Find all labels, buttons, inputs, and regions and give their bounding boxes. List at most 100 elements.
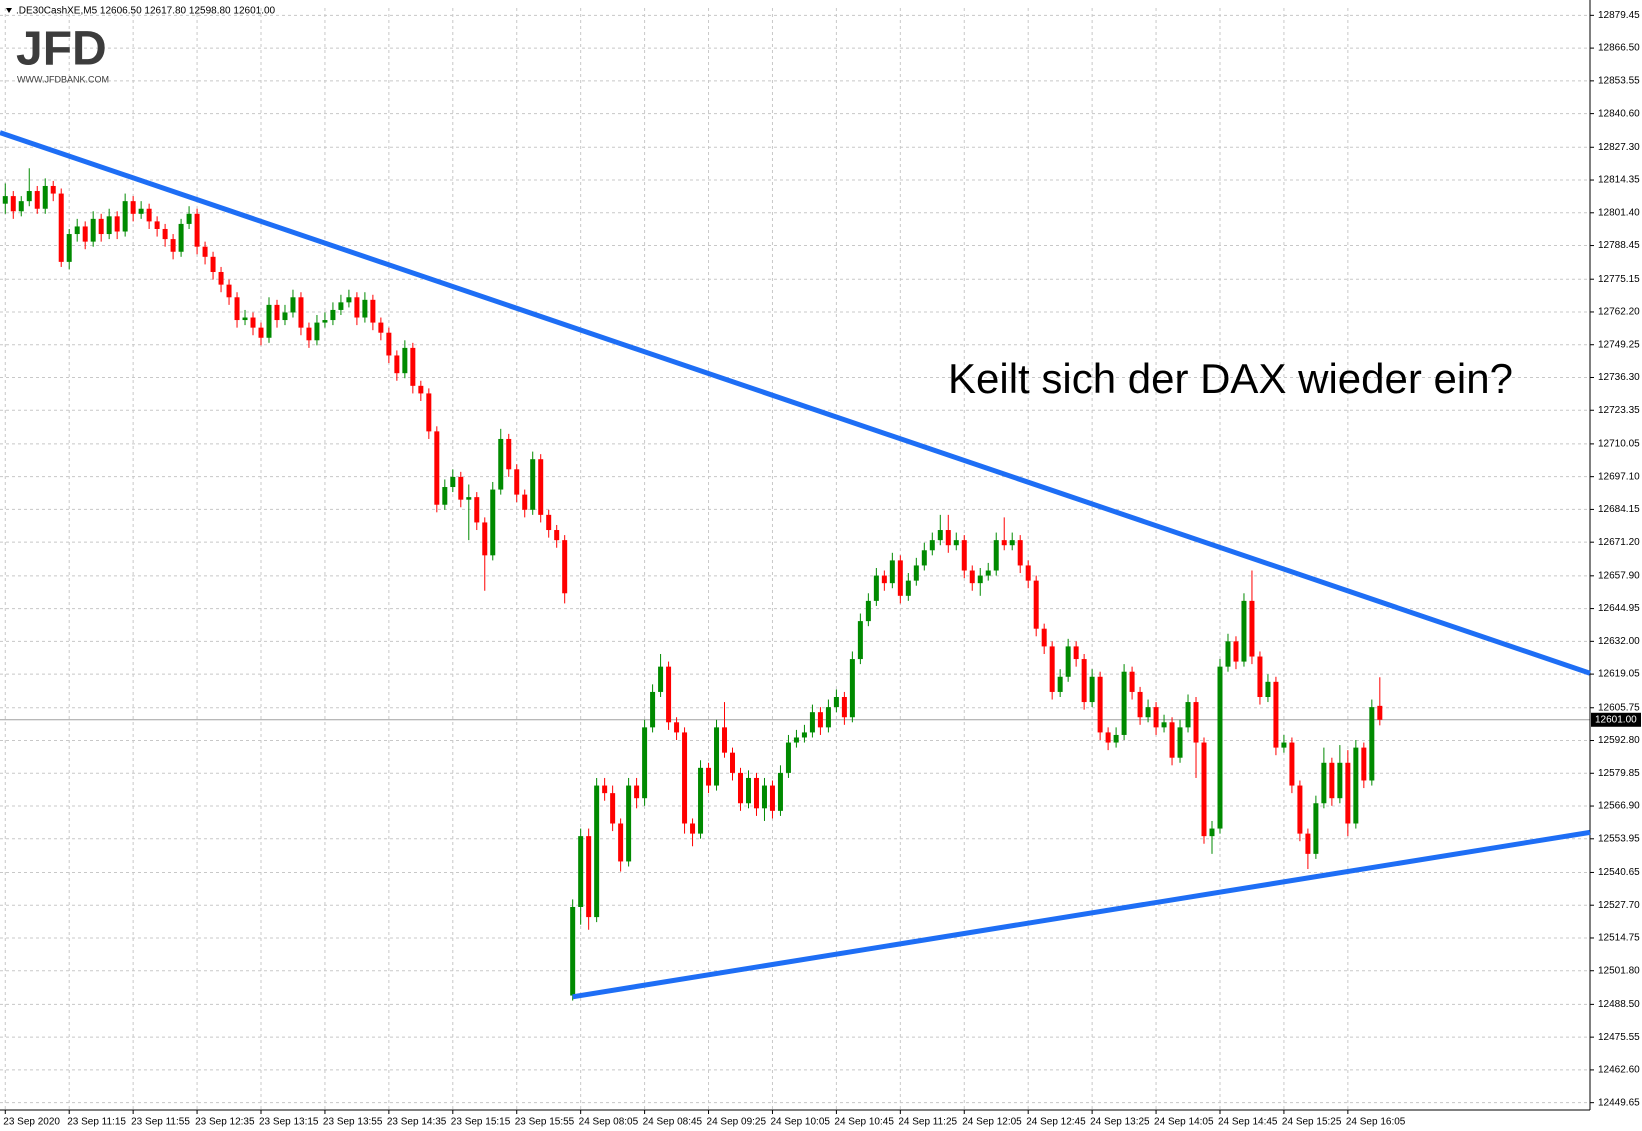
candle-body xyxy=(1273,681,1279,748)
trendline xyxy=(0,130,1591,676)
candle-body xyxy=(937,530,943,541)
candle-body xyxy=(226,284,232,298)
candle-body xyxy=(10,196,16,212)
x-tick-label: 24 Sep 14:45 xyxy=(1218,1117,1278,1128)
candle-body xyxy=(698,767,704,834)
grid xyxy=(0,8,1590,1110)
current-price-label: 12601.00 xyxy=(1595,714,1637,725)
candle-body xyxy=(362,299,368,318)
candle-body xyxy=(1289,742,1295,786)
candle-body xyxy=(130,201,136,214)
y-tick-label: 12514.75 xyxy=(1598,933,1640,944)
y-tick-label: 12749.25 xyxy=(1598,339,1640,350)
y-tick-label: 12879.45 xyxy=(1598,10,1640,21)
candle-body xyxy=(1041,628,1047,647)
candle-body xyxy=(402,347,408,374)
candle-body xyxy=(642,727,648,799)
y-tick-label: 12801.40 xyxy=(1598,207,1640,218)
candle-body xyxy=(1265,681,1271,698)
x-tick-label: 24 Sep 11:25 xyxy=(898,1117,957,1128)
y-tick-label: 12814.35 xyxy=(1598,175,1640,186)
candle-body xyxy=(90,218,96,242)
x-tick-label: 23 Sep 15:55 xyxy=(515,1117,575,1128)
candle-body xyxy=(1337,762,1343,799)
candle-body xyxy=(242,317,248,321)
candle-body xyxy=(1057,676,1063,692)
candle-body xyxy=(969,570,975,584)
y-tick-label: 12697.10 xyxy=(1598,471,1640,482)
candle-body xyxy=(1329,762,1335,799)
candle-body xyxy=(298,297,304,328)
candle-body xyxy=(1257,656,1263,698)
logo-url: WWW.JFDBANK.COM xyxy=(17,74,109,84)
candle-body xyxy=(346,297,352,303)
y-tick-label: 12527.70 xyxy=(1598,900,1640,911)
candle-body xyxy=(82,226,88,242)
candle-body xyxy=(722,727,728,753)
candle-body xyxy=(546,514,552,531)
candle-body xyxy=(618,823,624,862)
candle-body xyxy=(146,208,152,222)
candle-body xyxy=(58,193,64,262)
y-tick-label: 12657.90 xyxy=(1598,570,1640,581)
y-tick-label: 12553.95 xyxy=(1598,833,1640,844)
candle-body xyxy=(921,550,927,566)
candle-body xyxy=(66,234,72,262)
x-tick-label: 24 Sep 09:25 xyxy=(707,1117,767,1128)
candle-body xyxy=(258,327,264,338)
candle-body xyxy=(626,785,632,862)
candle-body xyxy=(170,239,176,252)
candle-body xyxy=(953,540,959,546)
candle-body xyxy=(841,697,847,718)
x-tick-label: 24 Sep 12:05 xyxy=(962,1117,1022,1128)
candle-body xyxy=(865,600,871,622)
header-icon xyxy=(6,8,12,13)
y-tick-label: 12866.50 xyxy=(1598,43,1640,54)
x-tick-label: 24 Sep 16:05 xyxy=(1346,1117,1406,1128)
candle-body xyxy=(562,540,568,594)
candle-body xyxy=(658,666,664,692)
candle-body xyxy=(1129,671,1135,692)
candle-body xyxy=(522,494,528,510)
x-tick-label: 24 Sep 15:25 xyxy=(1282,1117,1342,1128)
y-tick-label: 12775.15 xyxy=(1598,274,1640,285)
candle-body xyxy=(42,185,48,209)
candle-body xyxy=(1161,722,1167,728)
candle-body xyxy=(554,530,560,541)
candle-body xyxy=(434,431,440,505)
candle-body xyxy=(74,226,80,235)
x-tick-label: 23 Sep 13:15 xyxy=(259,1117,319,1128)
candle-body xyxy=(1073,646,1079,660)
candle-body xyxy=(1297,785,1303,834)
candle-body xyxy=(1169,722,1175,758)
candle-body xyxy=(1089,676,1095,703)
x-tick-label: 24 Sep 08:45 xyxy=(643,1117,703,1128)
candle-body xyxy=(706,767,712,786)
candle-body xyxy=(825,707,831,728)
candle-body xyxy=(186,213,192,224)
x-tick-label: 23 Sep 11:55 xyxy=(131,1117,190,1128)
candle-body xyxy=(977,575,983,584)
candle-body xyxy=(745,777,751,804)
y-tick-label: 12644.95 xyxy=(1598,603,1640,614)
x-tick-label: 24 Sep 12:45 xyxy=(1026,1117,1086,1128)
marks xyxy=(2,168,1383,1001)
candle-body xyxy=(26,191,32,202)
candle-body xyxy=(1241,600,1247,662)
candle-body xyxy=(761,785,767,809)
candle-body xyxy=(18,201,24,212)
candle-body xyxy=(1153,707,1159,728)
candle-body xyxy=(418,385,424,394)
y-tick-label: 12501.80 xyxy=(1598,965,1640,976)
candle-body xyxy=(809,712,815,733)
candle-body xyxy=(410,347,416,386)
candle-body xyxy=(682,732,688,824)
candle-body xyxy=(1137,691,1143,718)
x-tick-label: 24 Sep 14:05 xyxy=(1154,1117,1214,1128)
candle-body xyxy=(857,621,863,660)
candle-body xyxy=(777,772,783,811)
x-tick-label: 23 Sep 13:55 xyxy=(323,1117,383,1128)
y-tick-label: 12566.90 xyxy=(1598,801,1640,812)
